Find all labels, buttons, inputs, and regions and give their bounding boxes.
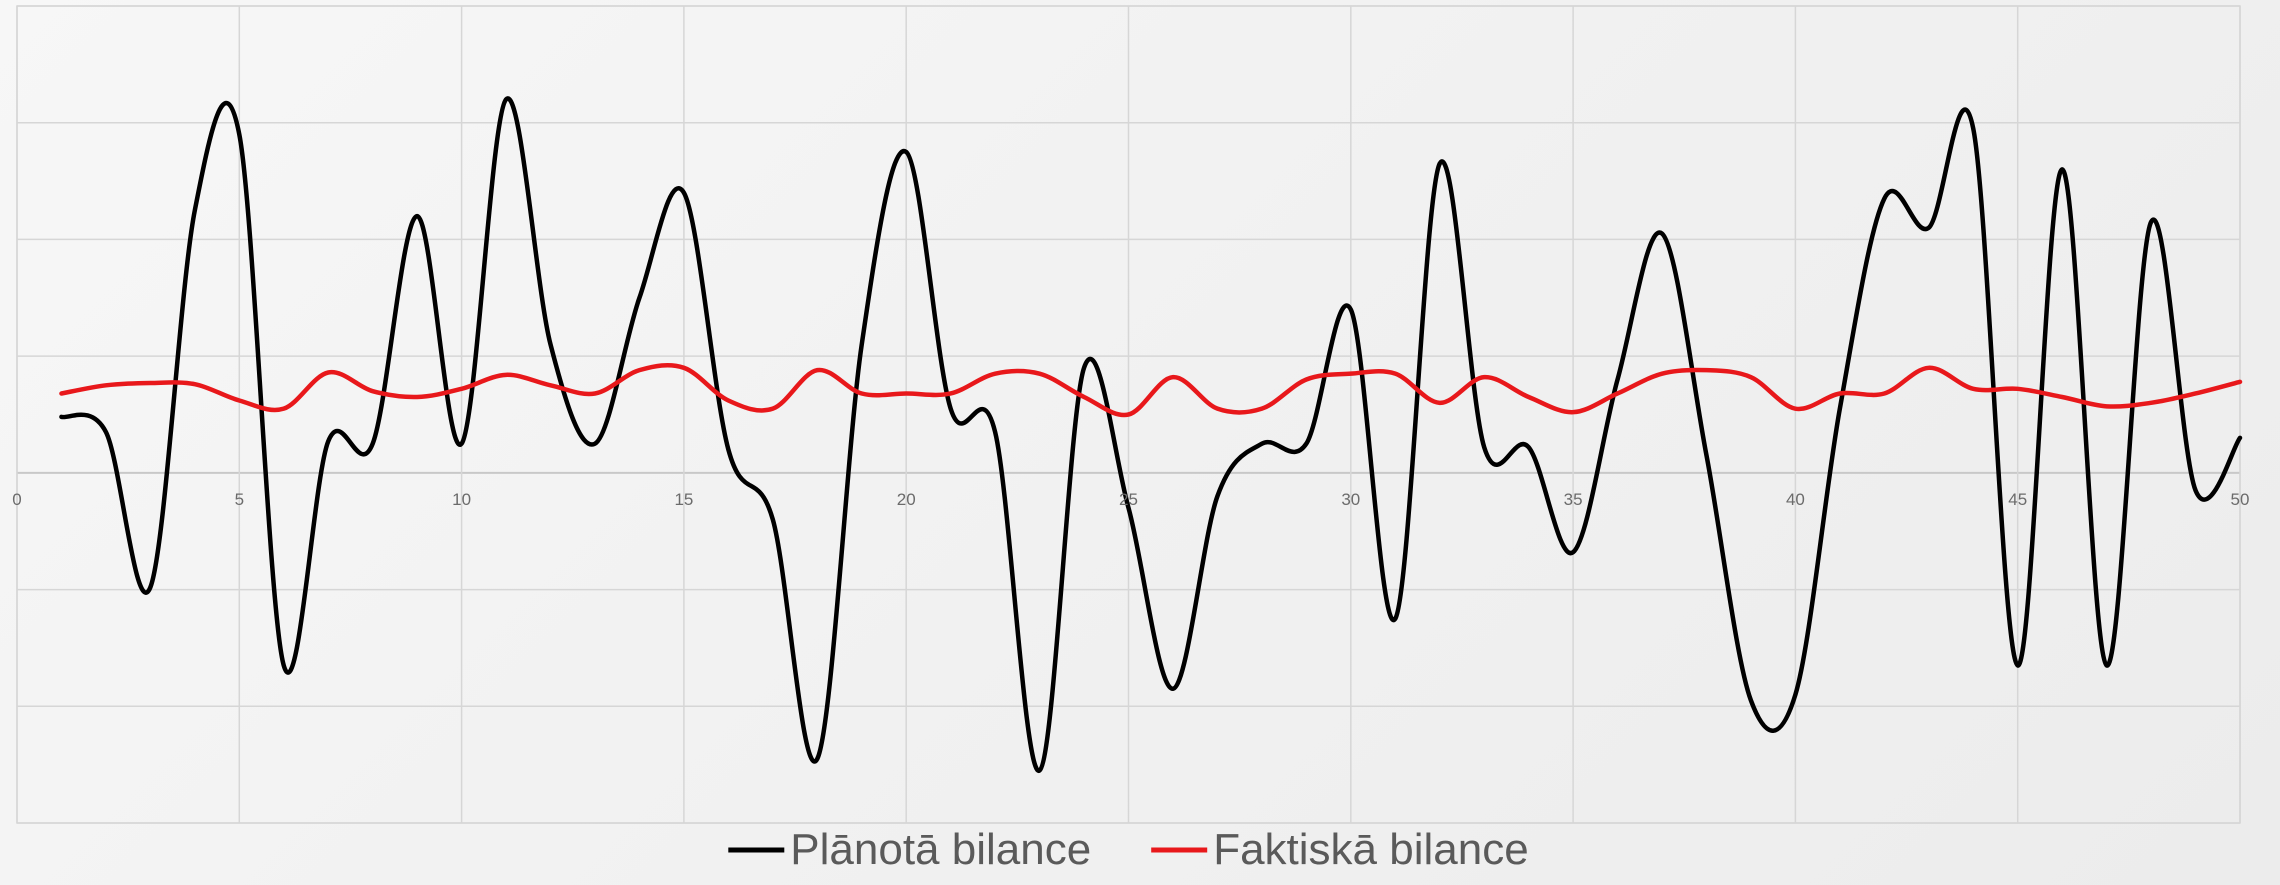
x-tick-label: 10 <box>452 490 471 509</box>
series-line-1 <box>59 96 2243 773</box>
series-line-2 <box>59 362 2243 418</box>
legend-item: Plānotā bilance <box>728 825 1091 874</box>
x-tick-label: 40 <box>1786 490 1805 509</box>
x-axis-tick-labels: 0 5 10 15 20 25 30 35 40 45 50 <box>12 490 2249 509</box>
x-tick-label: 35 <box>1564 490 1583 509</box>
x-tick-label: 45 <box>2008 490 2027 509</box>
x-tick-label: 0 <box>12 490 21 509</box>
legend-item: Faktiskā bilance <box>1151 825 1529 874</box>
x-tick-label: 20 <box>897 490 916 509</box>
legend-label: Faktiskā bilance <box>1213 825 1528 874</box>
series-lines <box>59 96 2243 773</box>
legend: Plānotā bilance Faktiskā bilance <box>728 825 1529 874</box>
x-tick-label: 50 <box>2231 490 2250 509</box>
legend-label: Plānotā bilance <box>790 825 1091 874</box>
x-tick-label: 30 <box>1341 490 1360 509</box>
x-tick-label: 15 <box>674 490 693 509</box>
x-tick-label: 5 <box>235 490 244 509</box>
x-tick-label: 25 <box>1119 490 1138 509</box>
